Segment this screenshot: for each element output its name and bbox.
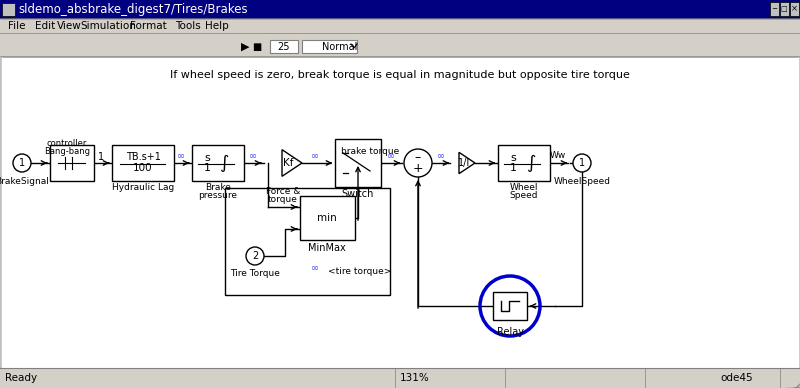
Text: ∞: ∞ xyxy=(387,151,395,161)
Text: MinMax: MinMax xyxy=(308,243,346,253)
Text: Format: Format xyxy=(130,21,166,31)
Text: If wheel speed is zero, break torque is equal in magnitude but opposite tire tor: If wheel speed is zero, break torque is … xyxy=(170,70,630,80)
Polygon shape xyxy=(459,152,475,174)
Bar xyxy=(498,145,550,181)
Text: Bang-bang: Bang-bang xyxy=(44,147,90,156)
Circle shape xyxy=(13,154,31,172)
Text: ∞: ∞ xyxy=(249,151,257,161)
Bar xyxy=(0,0,800,18)
Text: 1: 1 xyxy=(19,158,25,168)
Bar xyxy=(300,196,355,240)
Text: +: + xyxy=(413,161,423,175)
Text: Normal: Normal xyxy=(322,42,358,52)
Text: ∞: ∞ xyxy=(437,151,445,161)
Text: 100: 100 xyxy=(133,163,153,173)
Text: Ready: Ready xyxy=(5,373,37,383)
Text: ■: ■ xyxy=(252,42,262,52)
Text: 1/I: 1/I xyxy=(458,158,470,168)
Text: ∫: ∫ xyxy=(526,154,536,172)
Text: ∫: ∫ xyxy=(219,154,229,172)
Bar xyxy=(770,2,779,16)
Text: s: s xyxy=(204,153,210,163)
Text: Switch: Switch xyxy=(342,189,374,199)
Text: Wheel: Wheel xyxy=(510,184,538,192)
Text: 1: 1 xyxy=(98,152,104,162)
Bar xyxy=(112,145,174,181)
Bar xyxy=(2,3,15,16)
Circle shape xyxy=(404,149,432,177)
Text: pressure: pressure xyxy=(198,192,238,201)
Text: BrakeSignal: BrakeSignal xyxy=(0,177,49,185)
Text: –: – xyxy=(415,151,421,165)
Bar xyxy=(335,139,381,187)
Bar xyxy=(192,145,244,181)
Text: Help: Help xyxy=(205,21,229,31)
Text: s: s xyxy=(510,153,516,163)
Text: ×: × xyxy=(790,5,798,14)
Bar xyxy=(0,368,800,388)
Text: sldemo_absbrake_digest7/Tires/Brakes: sldemo_absbrake_digest7/Tires/Brakes xyxy=(18,2,248,16)
Bar xyxy=(493,292,527,320)
Text: WheelSpeed: WheelSpeed xyxy=(554,177,610,185)
Text: ─: ─ xyxy=(772,6,776,12)
Bar xyxy=(270,40,298,53)
Text: ∞: ∞ xyxy=(311,151,319,161)
Bar xyxy=(0,18,800,33)
Circle shape xyxy=(573,154,591,172)
Text: min: min xyxy=(317,213,337,223)
Text: 131%: 131% xyxy=(400,373,430,383)
Bar xyxy=(50,145,94,181)
Text: ▶: ▶ xyxy=(241,42,250,52)
Text: File: File xyxy=(8,21,26,31)
Text: brake torque: brake torque xyxy=(341,147,399,156)
Text: TB.s+1: TB.s+1 xyxy=(126,152,161,162)
Text: 25: 25 xyxy=(278,42,290,52)
Text: ∞: ∞ xyxy=(311,263,319,273)
Bar xyxy=(790,2,799,16)
Text: Tire Torque: Tire Torque xyxy=(230,270,280,279)
Text: Edit: Edit xyxy=(35,21,55,31)
Text: ∞: ∞ xyxy=(177,151,185,161)
Bar xyxy=(302,40,357,53)
Text: 1: 1 xyxy=(203,163,210,173)
Text: View: View xyxy=(57,21,82,31)
Text: torque: torque xyxy=(268,194,298,203)
Text: Tools: Tools xyxy=(175,21,201,31)
Text: Simulation: Simulation xyxy=(80,21,136,31)
Bar xyxy=(225,188,390,295)
Text: 1: 1 xyxy=(579,158,585,168)
Polygon shape xyxy=(282,150,302,176)
Text: Speed: Speed xyxy=(510,192,538,201)
Text: Relay: Relay xyxy=(497,327,523,337)
Text: ode45: ode45 xyxy=(720,373,753,383)
Bar xyxy=(780,2,789,16)
Text: Hydraulic Lag: Hydraulic Lag xyxy=(112,184,174,192)
Text: Brake: Brake xyxy=(205,184,231,192)
Bar xyxy=(0,33,800,56)
Text: Force &: Force & xyxy=(266,187,300,196)
Text: controller: controller xyxy=(47,139,87,147)
Text: □: □ xyxy=(781,6,787,12)
Bar xyxy=(2,56,798,367)
Text: 2: 2 xyxy=(252,251,258,261)
Text: Kf: Kf xyxy=(282,158,294,168)
Circle shape xyxy=(246,247,264,265)
Text: 1: 1 xyxy=(510,163,517,173)
Text: Ww: Ww xyxy=(550,151,566,159)
Text: <tire torque>: <tire torque> xyxy=(328,267,391,275)
